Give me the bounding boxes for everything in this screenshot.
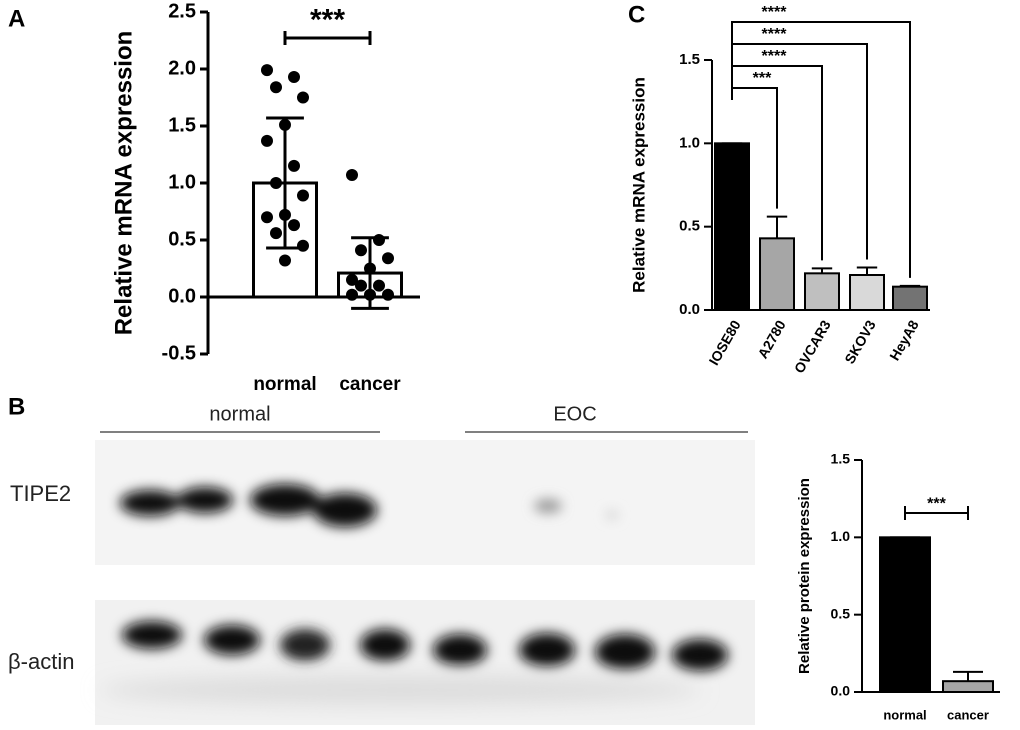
- bands: [120, 484, 728, 671]
- data-point: [346, 273, 358, 286]
- y-tick-label: 1.0: [831, 528, 851, 544]
- data-point: [270, 227, 282, 240]
- western-blot: normal EOC TIPE2 β-actin B: [8, 393, 755, 725]
- panel-letter: B: [8, 393, 25, 420]
- data-point: [261, 134, 273, 147]
- data-point: [364, 288, 376, 301]
- data-point: [297, 91, 309, 104]
- chart: Relative protein expression 0.0 0.5 1.0 1.5 n…: [796, 451, 1000, 722]
- y-tick-label: 1.5: [831, 451, 851, 467]
- significance-label: ****: [762, 48, 788, 65]
- y-tick-label: 0.0: [831, 683, 851, 699]
- background-smear: [100, 675, 700, 705]
- data-point: [279, 118, 291, 131]
- chart: C Relative mRNA expression 0.0 0.5 1.0 1.5 IOS…: [628, 1, 930, 376]
- x-tick-label: SKOV3: [841, 317, 879, 366]
- data-point: [364, 262, 376, 275]
- y-tick-label: 0.0: [679, 301, 700, 318]
- significance-bracket: [904, 506, 969, 520]
- y-tick-label: 0.5: [679, 218, 700, 235]
- group-label: normal: [209, 403, 270, 425]
- x-tick-label: normal: [253, 374, 316, 395]
- data-point: [288, 70, 300, 83]
- bar: [804, 272, 840, 312]
- significance-bracket: [283, 31, 372, 45]
- significance-label: ***: [310, 3, 345, 36]
- error-bar: [953, 670, 983, 682]
- bar: [759, 237, 795, 311]
- data-point: [270, 81, 282, 94]
- data-point: [373, 279, 385, 292]
- data-point: [288, 219, 300, 232]
- significance-bracket: [731, 21, 911, 278]
- data-point: [355, 279, 367, 292]
- data-point: [355, 244, 367, 257]
- data-point: [261, 64, 273, 77]
- data-point: [279, 208, 291, 221]
- y-tick-label: 1.5: [679, 51, 700, 68]
- bar: [942, 680, 994, 694]
- data-point: [346, 169, 358, 182]
- y-axis-label: Relative mRNA expression: [110, 31, 137, 336]
- bar: [714, 142, 750, 311]
- significance-label: ***: [753, 70, 772, 87]
- bar: [849, 274, 885, 311]
- row-label: TIPE2: [10, 481, 71, 506]
- x-tick-label: cancer: [339, 374, 401, 395]
- row-label: β-actin: [8, 649, 74, 674]
- y-axis-label: Relative mRNA expression: [629, 77, 648, 293]
- blot-panel: [95, 600, 755, 725]
- data-point: [279, 254, 291, 267]
- significance-label: ****: [762, 4, 788, 21]
- data-point: [270, 177, 282, 189]
- y-tick-label: -0.5: [162, 342, 196, 364]
- data-point: [373, 234, 385, 246]
- error-bar: [899, 284, 921, 287]
- y-tick-label: 2.0: [168, 57, 196, 79]
- data-point: [346, 288, 358, 301]
- panel-letter: A: [8, 5, 25, 32]
- y-tick-label: 1.0: [679, 134, 700, 151]
- x-tick-label: IOSE80: [705, 317, 743, 368]
- y-tick-label: 2.5: [168, 0, 196, 22]
- data-point: [288, 159, 300, 172]
- y-tick-label: 0.0: [168, 285, 196, 307]
- bar: [879, 536, 931, 693]
- y-tick-label: 0.5: [831, 605, 851, 621]
- y-tick-label: 1.0: [168, 171, 196, 193]
- data-point: [297, 189, 309, 202]
- significance-label: ****: [762, 26, 788, 43]
- error-bar: [856, 266, 878, 275]
- panel-letter: C: [628, 1, 645, 28]
- data-point: [382, 252, 394, 265]
- x-tick-label: normal: [883, 707, 926, 722]
- y-tick-label: 0.5: [168, 228, 196, 250]
- y-tick-label: 1.5: [168, 114, 196, 136]
- data-point: [382, 288, 394, 301]
- error-bar: [811, 267, 833, 274]
- group-label: EOC: [553, 403, 596, 425]
- x-tick-label: cancer: [947, 707, 989, 722]
- x-tick-label: HeyA8: [886, 317, 922, 363]
- data-point: [297, 239, 309, 252]
- data-point: [261, 211, 273, 224]
- y-axis-label: Relative protein expression: [796, 478, 813, 674]
- x-tick-label: A2780: [754, 317, 789, 361]
- bar: [892, 285, 928, 311]
- error-bar: [766, 215, 788, 239]
- chart: A Relative mRNA expression -0.5 0.0 0.5 1.0 1.…: [8, 0, 420, 395]
- significance-label: ***: [927, 495, 946, 512]
- x-tick-label: OVCAR3: [791, 317, 834, 376]
